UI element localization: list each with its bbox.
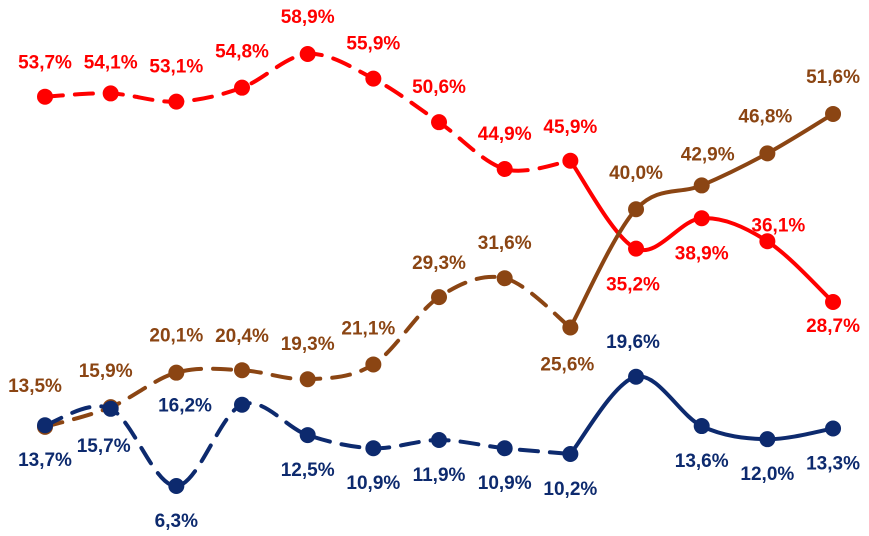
data-label: 29,3% [412, 253, 466, 274]
data-label: 19,6% [606, 332, 660, 353]
data-label: 11,9% [413, 465, 466, 486]
marker [759, 145, 776, 162]
marker [168, 93, 185, 110]
marker [168, 364, 185, 381]
marker [825, 420, 842, 437]
data-label: 10,9% [478, 473, 532, 494]
marker [496, 160, 513, 177]
marker [365, 356, 382, 373]
marker [825, 294, 842, 311]
marker [693, 177, 710, 194]
data-label: 31,6% [478, 233, 532, 254]
data-label: 16,2% [158, 396, 212, 417]
marker [365, 440, 382, 457]
data-label: 58,9% [281, 7, 335, 28]
marker [299, 46, 316, 62]
data-label: 20,4% [215, 326, 269, 347]
marker [693, 418, 710, 435]
line [568, 374, 836, 456]
marker [102, 400, 119, 417]
data-label: 42,9% [681, 144, 735, 165]
data-label: 13,5% [8, 376, 62, 397]
data-label: 40,0% [609, 163, 663, 184]
marker [562, 319, 579, 336]
marker [234, 396, 251, 413]
marker [759, 431, 776, 448]
data-label: 21,1% [341, 318, 395, 339]
data-label: 13,6% [675, 451, 729, 472]
marker [234, 362, 251, 379]
data-label: 45,9% [543, 117, 597, 138]
data-label: 10,9% [346, 473, 400, 494]
marker [299, 371, 316, 388]
data-label: 19,3% [281, 334, 335, 355]
data-label: 36,1% [751, 215, 805, 236]
marker [37, 88, 53, 105]
marker [825, 105, 842, 122]
data-label: 35,2% [606, 275, 660, 296]
dashed-line [43, 401, 573, 489]
marker [628, 240, 645, 257]
data-label: 10,2% [543, 479, 597, 500]
marker [431, 289, 448, 306]
data-label: 54,8% [215, 42, 269, 63]
data-label: 50,6% [412, 77, 466, 98]
marker [37, 417, 53, 434]
marker [168, 478, 185, 494]
data-label: 28,7% [806, 316, 860, 337]
marker [299, 427, 316, 444]
marker [693, 210, 710, 227]
marker [102, 85, 119, 102]
marker [759, 233, 776, 250]
marker [431, 114, 448, 131]
data-label: 54,1% [84, 52, 138, 73]
data-label: 12,5% [281, 460, 335, 481]
data-label: 20,1% [149, 326, 203, 347]
data-label: 25,6% [540, 355, 594, 376]
marker [628, 201, 645, 218]
marker [628, 368, 645, 385]
data-label: 15,9% [79, 361, 133, 382]
marker [496, 440, 513, 457]
data-label: 55,9% [346, 34, 400, 55]
marker [234, 79, 251, 96]
data-label: 51,6% [806, 67, 860, 88]
data-label: 15,7% [77, 436, 131, 457]
marker [496, 270, 513, 287]
marker [562, 445, 579, 462]
marker [365, 70, 382, 87]
data-label: 44,9% [478, 124, 532, 145]
data-label: 13,7% [18, 450, 72, 471]
marker [431, 432, 448, 449]
data-label: 13,3% [806, 454, 860, 475]
data-label: 12,0% [740, 464, 794, 485]
data-label: 53,1% [149, 57, 203, 78]
data-label: 38,9% [675, 243, 729, 264]
data-label: 46,8% [738, 106, 792, 127]
marker [562, 152, 579, 169]
data-label: 53,7% [18, 53, 72, 74]
data-label: 6,3% [155, 511, 198, 532]
